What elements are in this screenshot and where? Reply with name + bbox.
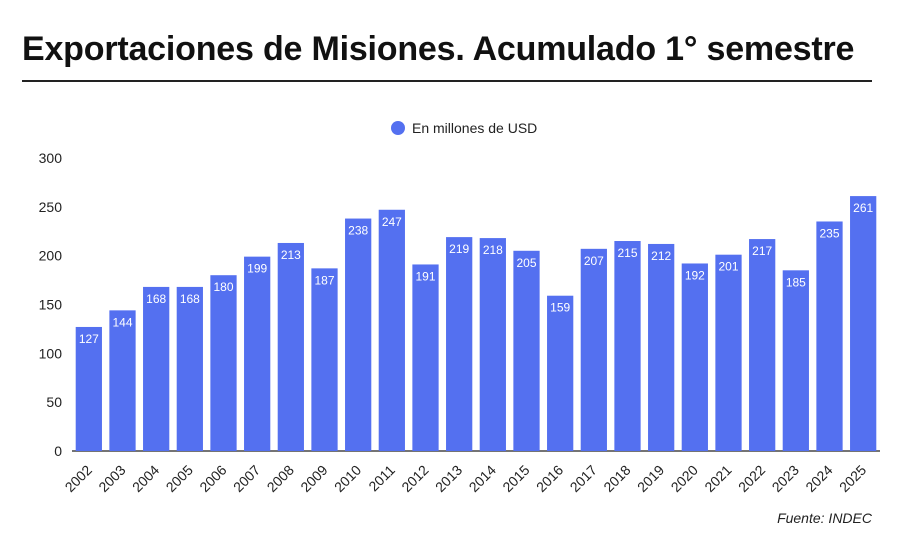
title-divider [22, 80, 872, 82]
x-tick-label-2002: 2002 [62, 462, 95, 495]
data-label-2011: 247 [382, 215, 402, 229]
legend-marker [391, 121, 405, 135]
bar-2014 [479, 238, 506, 451]
bar-2018 [614, 241, 641, 451]
bar-2013 [446, 237, 473, 451]
bar-2002 [75, 326, 102, 451]
legend-label: En millones de USD [412, 120, 537, 136]
x-tick-label-2019: 2019 [634, 462, 667, 495]
data-label-2014: 218 [483, 243, 503, 257]
data-label-2012: 191 [415, 269, 435, 283]
x-tick-label-2006: 2006 [196, 462, 229, 495]
bar-2003 [109, 310, 136, 451]
data-label-2018: 215 [617, 246, 637, 260]
source-note: Fuente: INDEC [777, 510, 872, 526]
data-label-2022: 217 [752, 244, 772, 258]
bar-2012 [412, 264, 439, 451]
x-tick-label-2014: 2014 [466, 462, 499, 495]
data-label-2004: 168 [146, 292, 166, 306]
y-tick-label: 300 [39, 150, 63, 166]
x-tick-label-2022: 2022 [735, 462, 768, 495]
bar-2008 [277, 242, 304, 451]
bar-2016 [547, 295, 574, 451]
y-tick-label: 150 [39, 297, 63, 313]
x-tick-label-2024: 2024 [802, 462, 835, 495]
data-label-2017: 207 [584, 254, 604, 268]
data-label-2010: 238 [348, 224, 368, 238]
bar-2010 [345, 218, 372, 451]
x-tick-label-2018: 2018 [600, 462, 633, 495]
x-tick-label-2012: 2012 [398, 462, 431, 495]
x-tick-label-2009: 2009 [297, 462, 330, 495]
bar-2025 [850, 196, 877, 451]
data-label-2003: 144 [112, 315, 132, 329]
x-tick-label-2004: 2004 [129, 462, 162, 495]
bar-2009 [311, 268, 338, 451]
y-tick-label: 100 [39, 345, 63, 361]
bar-2020 [681, 263, 708, 451]
bar-2019 [648, 243, 675, 451]
x-tick-label-2017: 2017 [567, 462, 600, 495]
x-tick-label-2010: 2010 [331, 462, 364, 495]
data-label-2007: 199 [247, 262, 267, 276]
x-tick-label-2023: 2023 [769, 462, 802, 495]
data-label-2021: 201 [718, 260, 738, 274]
bar-2006 [210, 275, 237, 451]
data-label-2025: 261 [853, 201, 873, 215]
bar-2023 [782, 270, 809, 451]
data-label-2023: 185 [786, 275, 806, 289]
x-tick-label-2005: 2005 [163, 462, 196, 495]
x-tick-label-2013: 2013 [432, 462, 465, 495]
data-label-2020: 192 [685, 268, 705, 282]
x-tick-label-2008: 2008 [264, 462, 297, 495]
data-label-2015: 205 [516, 256, 536, 270]
x-tick-label-2016: 2016 [533, 462, 566, 495]
chart-title: Exportaciones de Misiones. Acumulado 1° … [22, 30, 855, 68]
x-tick-label-2025: 2025 [836, 462, 869, 495]
bar-2022 [749, 239, 776, 451]
bar-2017 [580, 248, 607, 451]
data-label-2024: 235 [819, 226, 839, 240]
data-label-2019: 212 [651, 249, 671, 263]
x-tick-label-2007: 2007 [230, 462, 263, 495]
bar-2005 [176, 286, 203, 451]
y-tick-label: 50 [46, 394, 62, 410]
bar-2004 [143, 286, 170, 451]
x-tick-label-2021: 2021 [701, 462, 734, 495]
bar-2024 [816, 221, 843, 451]
data-label-2016: 159 [550, 301, 570, 315]
x-tick-label-2003: 2003 [95, 462, 128, 495]
data-label-2009: 187 [314, 273, 334, 287]
y-tick-label: 0 [54, 443, 62, 459]
y-tick-label: 250 [39, 199, 63, 215]
data-label-2006: 180 [213, 280, 233, 294]
data-label-2005: 168 [180, 292, 200, 306]
bar-2021 [715, 254, 742, 451]
x-tick-label-2015: 2015 [499, 462, 532, 495]
data-label-2002: 127 [79, 332, 99, 346]
x-tick-label-2020: 2020 [668, 462, 701, 495]
bar-2015 [513, 250, 540, 451]
x-tick-label-2011: 2011 [365, 462, 398, 495]
bar-2011 [378, 209, 405, 451]
bar-2007 [244, 256, 271, 451]
y-tick-label: 200 [39, 248, 63, 264]
data-label-2008: 213 [281, 248, 301, 262]
data-label-2013: 219 [449, 242, 469, 256]
